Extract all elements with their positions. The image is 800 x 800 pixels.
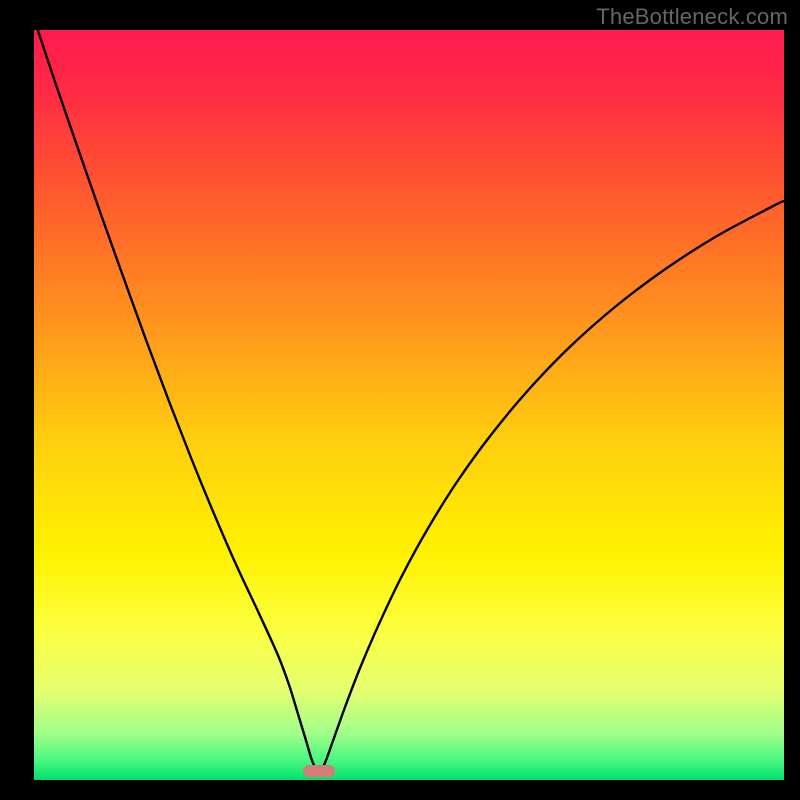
- bottleneck-curve: [38, 30, 784, 776]
- plot-area: [34, 30, 784, 780]
- curve-layer: [34, 30, 784, 780]
- watermark-text: TheBottleneck.com: [596, 4, 788, 30]
- minimum-marker: [303, 765, 335, 778]
